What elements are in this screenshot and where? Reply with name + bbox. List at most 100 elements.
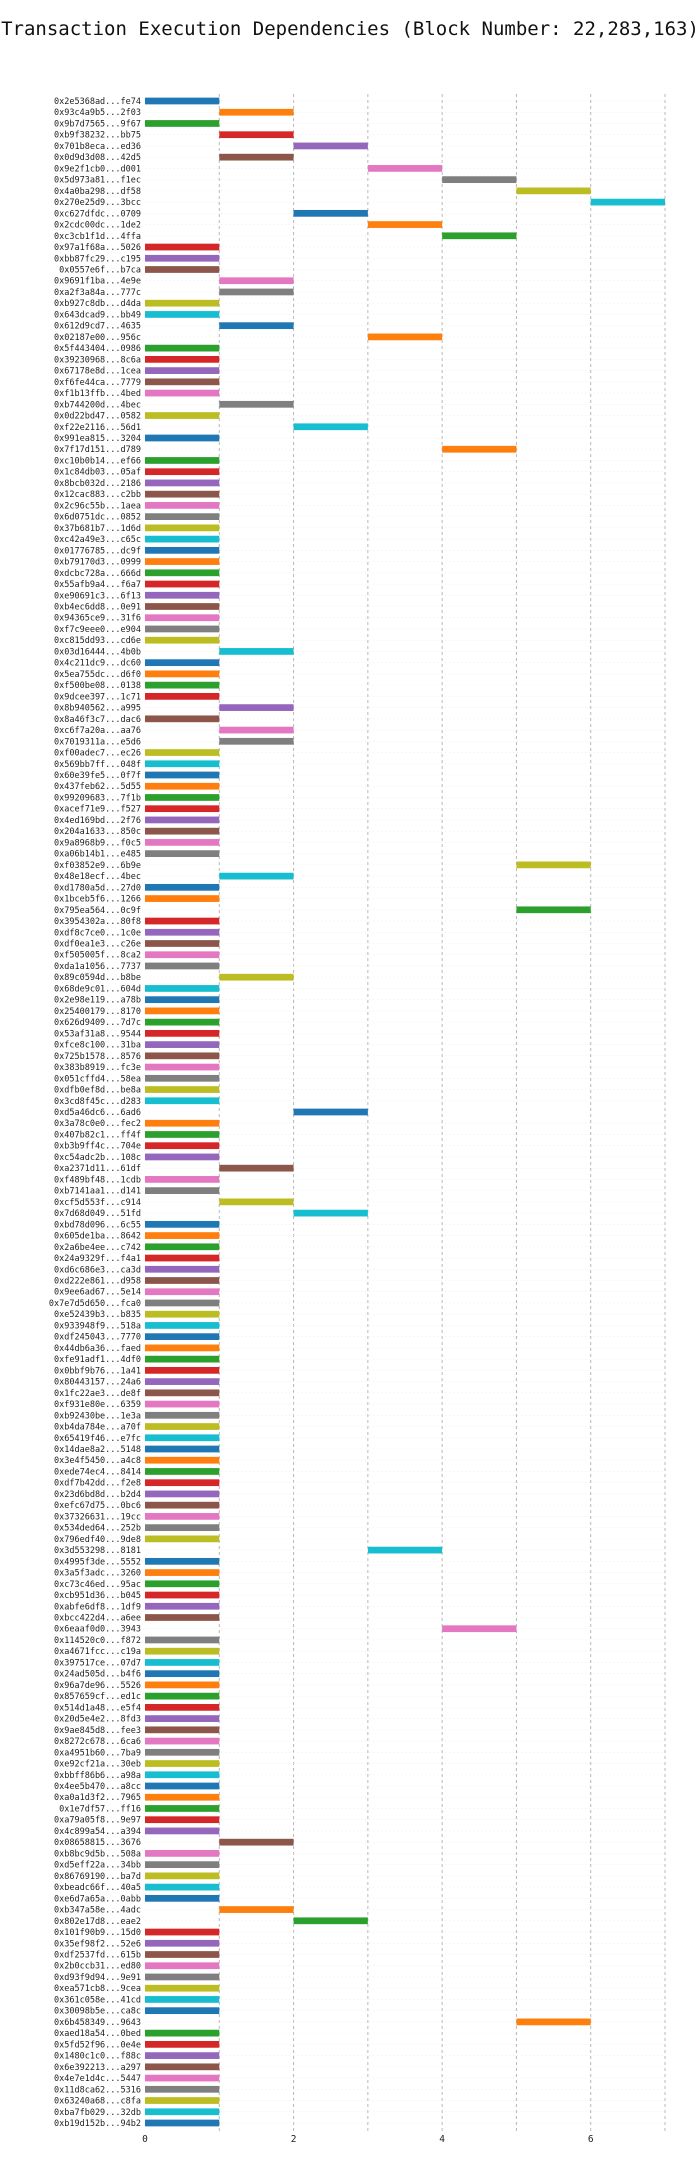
transaction-bar xyxy=(145,895,220,902)
transaction-label: 0xb3b9ff4c...704e xyxy=(54,1142,141,1152)
transaction-bar xyxy=(219,737,294,745)
transaction-label: 0x2c96c55b...1aea xyxy=(54,501,141,511)
transaction-label: 0xf03852e9...6b9e xyxy=(54,861,141,871)
transaction-label: 0x02187e00...956c xyxy=(54,333,141,343)
transaction-label: 0x8bcb032d...2186 xyxy=(54,479,141,489)
transaction-bar xyxy=(145,827,220,835)
transaction-label: 0x725b1578...8576 xyxy=(54,1052,141,1062)
transaction-bar xyxy=(145,760,220,768)
transaction-label: 0xefc67d75...0bc6 xyxy=(54,1501,141,1511)
transaction-label: 0x93c4a9b5...2f03 xyxy=(54,108,141,118)
transaction-bar xyxy=(145,2108,220,2116)
transaction-label: 0xb8bc9d5b...508a xyxy=(54,1849,141,1859)
transaction-bar xyxy=(145,479,220,487)
transaction-label: 0xa4951b60...7ba9 xyxy=(54,1748,141,1758)
transaction-bar xyxy=(219,1906,294,1913)
transaction-label: 0x2cdc00dc...1de2 xyxy=(54,221,141,231)
transaction-bar xyxy=(145,1737,220,1745)
transaction-bar xyxy=(145,1670,220,1678)
transaction-label: 0xd5a46dc6...6ad6 xyxy=(54,1108,141,1118)
transaction-bar xyxy=(293,1917,368,1925)
transaction-bar xyxy=(442,445,517,453)
transaction-label: 0xa06b14b1...e485 xyxy=(54,850,141,860)
transaction-label: 0x5d973a81...f1ec xyxy=(54,176,141,186)
transaction-bar xyxy=(145,1962,220,1970)
transaction-bar xyxy=(145,1052,220,1060)
transaction-label: 0x4995f3de...5552 xyxy=(54,1557,141,1567)
transaction-label: 0x7019311a...e5d6 xyxy=(54,737,141,747)
transaction-label: 0x48e18ecf...4bec xyxy=(54,872,141,882)
transaction-label: 0x01776785...dc9f xyxy=(54,546,141,556)
x-tick-label: 6 xyxy=(588,2134,594,2145)
transaction-bar xyxy=(145,1119,220,1127)
transaction-bar xyxy=(145,681,220,689)
transaction-label: 0xc3cb1f1d...4ffa xyxy=(54,232,141,242)
transaction-label: 0x6d0751dc...0852 xyxy=(54,513,141,523)
transaction-label: 0xe90691c3...6f13 xyxy=(54,591,141,601)
transaction-label: 0x6b458349...9643 xyxy=(54,2018,141,2028)
transaction-bar xyxy=(145,715,220,723)
transaction-bar xyxy=(145,985,220,992)
transaction-bar xyxy=(145,344,220,352)
transaction-label: 0x14dae8a2...5148 xyxy=(54,1445,141,1455)
transaction-bar xyxy=(145,1894,220,1902)
transaction-label: 0x97a1f68a...5026 xyxy=(54,243,141,253)
transaction-bar xyxy=(145,502,220,509)
transaction-label: 0xc815dd93...cd6e xyxy=(54,636,141,646)
transaction-bar xyxy=(145,1378,220,1385)
transaction-bar xyxy=(145,1097,220,1105)
transaction-label: 0xa4671fcc...c19a xyxy=(54,1647,141,1657)
transaction-bar xyxy=(145,1131,220,1138)
transaction-bar xyxy=(145,805,220,813)
transaction-bar xyxy=(145,1580,220,1588)
transaction-bar xyxy=(293,423,368,431)
transaction-label: 0xdf0ea1e3...c26e xyxy=(54,940,141,950)
transaction-label: 0x99209683...7f1b xyxy=(54,793,141,803)
transaction-bar xyxy=(145,1445,220,1453)
transaction-label: 0xc6f7a20a...aa76 xyxy=(54,726,141,736)
transaction-bar xyxy=(145,558,220,565)
transaction-label: 0x24ad505d...b4f6 xyxy=(54,1670,141,1680)
transaction-bar xyxy=(145,928,220,936)
transaction-bar xyxy=(367,1546,443,1554)
transaction-bar xyxy=(145,1513,220,1520)
transaction-label: 0xb4ec6dd8...0e91 xyxy=(54,603,141,613)
transaction-bar xyxy=(145,591,220,599)
transaction-label: 0xdf8c7ce0...1c0e xyxy=(54,928,141,938)
transaction-bar xyxy=(145,1681,220,1689)
transaction-label: 0x89c0594d...b8be xyxy=(54,973,141,983)
transaction-label: 0x3cd8f45c...d283 xyxy=(54,1097,141,1107)
transaction-label: 0x407b82c1...ff4f xyxy=(54,1130,141,1140)
transaction-label: 0xd6c686e3...ca3d xyxy=(54,1265,141,1275)
transaction-bar xyxy=(145,1366,220,1374)
transaction-label: 0x60e39fe5...0f7f xyxy=(54,771,141,781)
transaction-bar xyxy=(145,367,220,374)
transaction-label: 0x86769190...ba7d xyxy=(54,1872,141,1882)
transaction-bar xyxy=(145,1007,220,1015)
transaction-label: 0xdf7b42dd...f2e8 xyxy=(54,1479,141,1489)
transaction-bar xyxy=(145,1423,220,1430)
transaction-bar xyxy=(145,1018,220,1026)
transaction-bar xyxy=(145,1602,220,1610)
transaction-label: 0xa79a05f8...9e97 xyxy=(54,1816,141,1826)
transaction-label: 0xe92cf21a...30eb xyxy=(54,1760,141,1770)
transaction-label: 0xb9f38232...bb75 xyxy=(54,131,141,141)
transaction-label: 0x643dcad9...bb49 xyxy=(54,310,141,320)
transaction-bar xyxy=(516,906,591,914)
transaction-bar xyxy=(145,850,220,858)
transaction-bar xyxy=(145,1659,220,1666)
transaction-label: 0x9ae845d8...fee3 xyxy=(54,1726,141,1736)
transaction-bar xyxy=(145,2085,220,2093)
transaction-label: 0x114520c0...f872 xyxy=(54,1636,141,1646)
transaction-bar xyxy=(145,1850,220,1857)
transaction-label: 0x569bb7ff...048f xyxy=(54,760,141,770)
transaction-label: 0xb79170d3...0999 xyxy=(54,558,141,568)
transaction-bar xyxy=(145,1411,220,1419)
transaction-label: 0xa2f3a84a...777c xyxy=(54,288,141,298)
transaction-label: 0x5fd52f96...0e4e xyxy=(54,2040,141,2050)
transaction-label: 0x5ea755dc...d6f0 xyxy=(54,670,141,680)
transaction-label: 0x8a46f3c7...dac6 xyxy=(54,715,141,725)
transaction-bar xyxy=(145,1636,220,1644)
transaction-bar xyxy=(145,1524,220,1532)
transaction-label: 0x65419f46...e7fc xyxy=(54,1434,141,1444)
